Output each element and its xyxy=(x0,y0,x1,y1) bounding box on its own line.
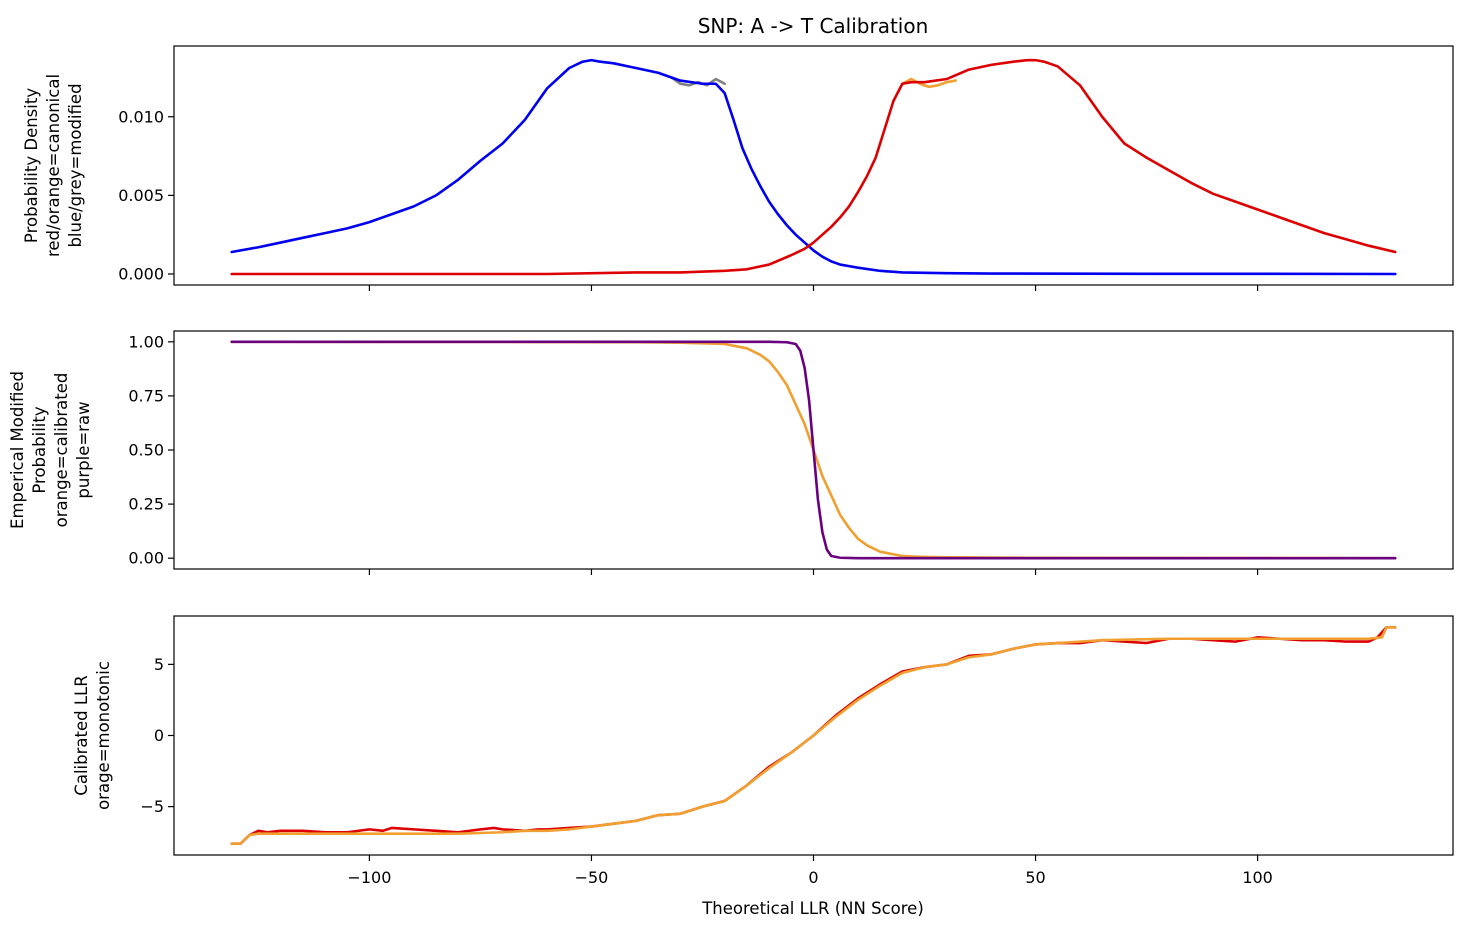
y-axis-label-line: red/orange=canonical xyxy=(44,74,63,257)
panel-2: 0.00 0.25 0.50 0.75 1.00 Emperical Modified Pr… xyxy=(8,330,1454,575)
y-axis-label-line: Calibrated LLR xyxy=(72,675,91,795)
y-tick-label: 0.50 xyxy=(128,441,164,460)
y-tick-label: 5 xyxy=(154,655,164,674)
x-tick-label: −50 xyxy=(575,868,609,887)
x-tick-label: −100 xyxy=(347,868,391,887)
y-axis-label-line: orage=monotonic xyxy=(94,661,113,810)
panel-1: 0.000 0.005 0.010 Probability Density red/or… xyxy=(22,45,1454,291)
y-axis-label-line: Probability xyxy=(30,406,49,493)
x-tick-label: 100 xyxy=(1242,868,1273,887)
series-line-orange xyxy=(901,77,957,89)
series-line-orange xyxy=(230,626,1397,845)
y-tick-label: −5 xyxy=(140,797,164,816)
y-tick-label: 0 xyxy=(154,726,164,745)
y-tick-label: 0.000 xyxy=(118,264,164,283)
series-line-purple xyxy=(230,340,1397,560)
y-axis-label-line: orange=calibrated xyxy=(52,373,71,528)
series-line-red xyxy=(230,58,1397,276)
figure-title: SNP: A -> T Calibration xyxy=(698,14,929,38)
y-tick-label: 0.75 xyxy=(128,386,164,405)
x-tick-label: 0 xyxy=(808,868,818,887)
y-tick-label: 1.00 xyxy=(128,332,164,351)
x-tick-label: 50 xyxy=(1025,868,1045,887)
y-tick-label: 0.25 xyxy=(128,495,164,514)
y-tick-label: 0.00 xyxy=(128,549,164,568)
x-axis-label: Theoretical LLR (NN Score) xyxy=(701,899,924,918)
y-axis-label-line: Emperical Modified xyxy=(8,371,27,529)
y-tick-label: 0.010 xyxy=(118,107,164,126)
y-tick-label: 0.005 xyxy=(118,186,164,205)
y-axis-label-line: purple=raw xyxy=(74,401,93,498)
y-axis-label-line: Probability Density xyxy=(22,88,41,243)
y-axis-label-line: blue/grey=modified xyxy=(66,83,85,247)
series-line-blue xyxy=(230,58,1397,276)
